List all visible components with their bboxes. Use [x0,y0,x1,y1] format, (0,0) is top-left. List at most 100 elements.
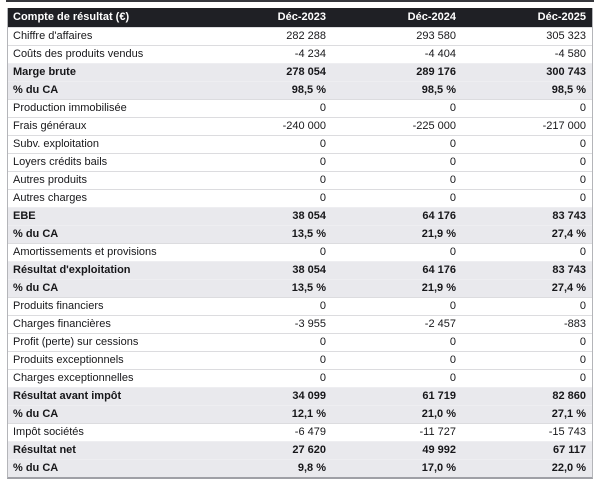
cell-value: 305 323 [546,30,586,42]
cell-value: 49 992 [422,444,456,456]
table-row: Autres charges 0 0 0 [8,189,592,207]
table-row: % du CA 13,5 % 21,9 % 27,4 % [8,279,592,297]
row-label: % du CA [13,408,59,420]
cell-value: 38 054 [292,210,326,222]
cell-value: 82 860 [552,390,586,402]
row-label: Résultat avant impôt [13,390,122,402]
row-label: Autres produits [13,174,87,186]
table-row: Loyers crédits bails 0 0 0 [8,153,592,171]
table-body: Chiffre d'affaires 282 288 293 580 305 323 C… [8,27,592,477]
table-row: Charges financières -3 955 -2 457 -883 [8,315,592,333]
cell-value: -4 404 [424,48,456,60]
cell-value: 12,1 % [291,408,326,420]
table-row: Impôt sociétés -6 479 -11 727 -15 743 [8,423,592,441]
cell-value: 282 288 [286,30,326,42]
cell-value: 0 [449,300,456,312]
cell-value: 13,5 % [291,282,326,294]
cell-value: 0 [579,138,586,150]
table-row: Marge brute 278 054 289 176 300 743 [8,63,592,81]
table-row: EBE 38 054 64 176 83 743 [8,207,592,225]
cell-value: 0 [449,156,456,168]
cell-value: 27,1 % [551,408,586,420]
cell-value: 0 [579,156,586,168]
column-header-dec-2025: Déc-2025 [537,11,586,23]
table-row: Produits financiers 0 0 0 [8,297,592,315]
column-header-dec-2024: Déc-2024 [407,11,456,23]
cell-value: 278 054 [286,66,326,78]
cell-value: 0 [319,192,326,204]
cell-value: 98,5 % [551,84,586,96]
cell-value: 22,0 % [551,462,586,474]
row-label: % du CA [13,84,59,96]
cell-value: -217 000 [542,120,586,132]
table-row: Frais généraux -240 000 -225 000 -217 000 [8,117,592,135]
row-label: Frais généraux [13,120,87,132]
cell-value: 300 743 [546,66,586,78]
cell-value: 0 [319,156,326,168]
cell-value: 98,5 % [291,84,326,96]
table-row: % du CA 12,1 % 21,0 % 27,1 % [8,405,592,423]
row-label: % du CA [13,462,59,474]
table-row: Production immobilisée 0 0 0 [8,99,592,117]
cell-value: 0 [319,174,326,186]
table-row: % du CA 98,5 % 98,5 % 98,5 % [8,81,592,99]
cell-value: 0 [579,174,586,186]
cell-value: 9,8 % [297,462,326,474]
cell-value: 0 [579,372,586,384]
cell-value: 98,5 % [421,84,456,96]
cell-value: 0 [579,300,586,312]
cell-value: 0 [449,246,456,258]
cell-value: 21,9 % [421,228,456,240]
cell-value: 64 176 [422,210,456,222]
table-row: Autres produits 0 0 0 [8,171,592,189]
cell-value: 0 [319,372,326,384]
cell-value: 67 117 [552,444,586,456]
row-label: Subv. exploitation [13,138,100,150]
cell-value: 0 [319,354,326,366]
cell-value: 64 176 [422,264,456,276]
table-row: Profit (perte) sur cessions 0 0 0 [8,333,592,351]
cell-value: -883 [563,318,586,330]
cell-value: 0 [319,138,326,150]
cell-value: -4 234 [294,48,326,60]
cell-value: 0 [319,102,326,114]
table-header-row: Compte de résultat (€) Déc-2023 Déc-2024… [8,8,592,27]
table-row: Produits exceptionnels 0 0 0 [8,351,592,369]
cell-value: 0 [319,246,326,258]
cell-value: 27,4 % [551,228,586,240]
cell-value: 38 054 [292,264,326,276]
table-row: Résultat net 27 620 49 992 67 117 [8,441,592,459]
cell-value: 0 [449,192,456,204]
cell-value: 0 [319,336,326,348]
row-label: Amortissements et provisions [13,246,157,258]
cell-value: -225 000 [412,120,456,132]
cell-value: -4 580 [554,48,586,60]
cell-value: 0 [319,300,326,312]
cell-value: 0 [449,372,456,384]
row-label: EBE [13,210,36,222]
row-label: % du CA [13,282,59,294]
income-statement-table: Compte de résultat (€) Déc-2023 Déc-2024… [7,8,593,479]
cell-value: 13,5 % [291,228,326,240]
cell-value: 17,0 % [421,462,456,474]
cell-value: 27,4 % [551,282,586,294]
cell-value: 61 719 [422,390,456,402]
cell-value: 27 620 [292,444,326,456]
row-label: % du CA [13,228,59,240]
row-label: Résultat net [13,444,76,456]
table-row: Résultat avant impôt 34 099 61 719 82 860 [8,387,592,405]
row-label: Charges financières [13,318,111,330]
row-label: Impôt sociétés [13,426,84,438]
row-label: Loyers crédits bails [13,156,108,168]
row-label: Produits financiers [13,300,104,312]
top-divider [6,0,594,2]
cell-value: -240 000 [282,120,326,132]
cell-value: 0 [579,354,586,366]
row-label: Résultat d'exploitation [13,264,131,276]
cell-value: 0 [579,192,586,204]
table-row: Résultat d'exploitation 38 054 64 176 83 74… [8,261,592,279]
row-label: Profit (perte) sur cessions [13,336,139,348]
cell-value: 83 743 [552,264,586,276]
cell-value: 0 [579,336,586,348]
